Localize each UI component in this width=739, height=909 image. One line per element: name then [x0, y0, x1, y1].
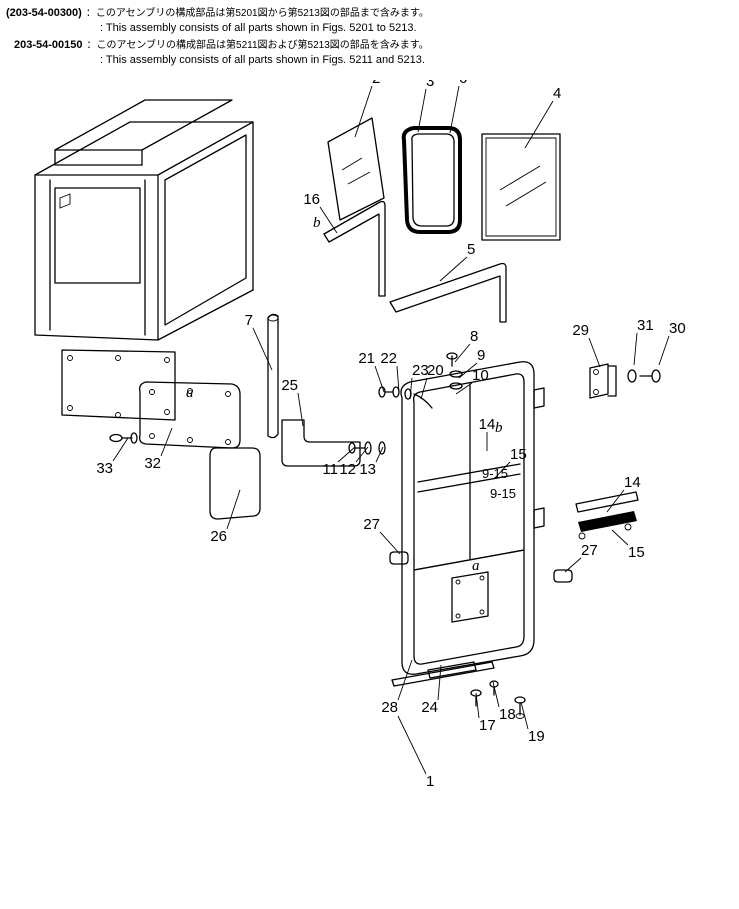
svg-text:6: 6: [459, 80, 467, 87]
header-line1-en-row: : This assembly consists of all parts sh…: [0, 21, 739, 36]
part-4-glass: [482, 134, 560, 240]
part-26-cover: [210, 448, 260, 519]
svg-text:1: 1: [426, 773, 434, 790]
svg-text:29: 29: [572, 322, 589, 339]
part-8-9-10: [447, 353, 462, 389]
svg-text:7: 7: [245, 312, 253, 329]
svg-text:b: b: [495, 420, 503, 436]
header-line2-en-row: : This assembly consists of all parts sh…: [0, 53, 739, 68]
svg-text:14: 14: [624, 474, 641, 491]
header-line1-jp-row: (203-54-00300) ：このアセンブリの構成部品は第5201図から第52…: [0, 6, 739, 21]
svg-text:11: 11: [322, 461, 338, 478]
svg-text:28: 28: [381, 699, 398, 716]
part-25-trim: [282, 420, 360, 466]
svg-text:32: 32: [144, 455, 161, 472]
svg-text:10: 10: [472, 367, 489, 384]
svg-text:20: 20: [427, 362, 444, 379]
cab-body: [35, 100, 253, 420]
page: (203-54-00300) ：このアセンブリの構成部品は第5201図から第52…: [0, 0, 739, 909]
svg-text:9-15: 9-15: [490, 486, 516, 501]
svg-text:17: 17: [479, 717, 496, 734]
header-line2-jp-row: 203-54-00150 ：このアセンブリの構成部品は第5211図および第521…: [0, 38, 739, 53]
part-1-door-frame: [401, 362, 544, 675]
svg-text:22: 22: [380, 350, 397, 367]
svg-text:15: 15: [510, 446, 527, 463]
header-en-1: : This assembly consists of all parts sh…: [100, 21, 417, 36]
svg-text:19: 19: [528, 728, 545, 745]
svg-text:18: 18: [499, 706, 516, 723]
part-7-seal: [268, 314, 278, 437]
svg-text:12: 12: [339, 461, 356, 478]
part-20-23: [379, 387, 432, 408]
part-27-bumper-right: [554, 570, 572, 582]
part-16-weatherstrip: [324, 202, 385, 297]
svg-text:a: a: [186, 385, 194, 401]
part-14-15-rail: [576, 492, 638, 539]
header-jp-2: ：このアセンブリの構成部品は第5211図および第5213図の部品を含みます。: [87, 39, 429, 53]
svg-text:4: 4: [553, 85, 561, 102]
header: (203-54-00300) ：このアセンブリの構成部品は第5201図から第52…: [0, 6, 739, 67]
svg-text:33: 33: [96, 460, 113, 477]
part-3-6-seal-frame: [404, 128, 460, 232]
header-jp-1: ：このアセンブリの構成部品は第5201図から第5213図の部品まで含みます。: [86, 7, 429, 21]
header-en-2: : This assembly consists of all parts sh…: [100, 53, 425, 68]
svg-text:30: 30: [669, 320, 686, 337]
part-5-channel: [390, 264, 506, 323]
header-code-2: 203-54-00150: [0, 38, 87, 53]
part-33-fastener: [110, 433, 137, 443]
svg-text:9: 9: [477, 347, 485, 364]
svg-text:25: 25: [281, 377, 298, 394]
exploded-diagram: 1234567891011121314141515161718192021222…: [0, 80, 739, 900]
svg-text:2: 2: [372, 80, 380, 87]
svg-text:a: a: [472, 558, 480, 574]
svg-text:9-15: 9-15: [482, 466, 508, 481]
svg-text:26: 26: [210, 528, 227, 545]
header-code-1: (203-54-00300): [6, 6, 86, 21]
part-17-18-19: [471, 681, 525, 719]
svg-text:24: 24: [421, 699, 438, 716]
part-29-31-hinge: [590, 364, 660, 398]
svg-text:27: 27: [581, 542, 598, 559]
svg-text:16: 16: [303, 191, 320, 208]
svg-text:5: 5: [467, 241, 475, 258]
svg-text:13: 13: [359, 461, 376, 478]
svg-text:b: b: [313, 215, 321, 231]
callouts: 1234567891011121314141515161718192021222…: [96, 80, 685, 790]
svg-text:27: 27: [363, 516, 380, 533]
svg-text:15: 15: [628, 544, 645, 561]
svg-text:3: 3: [426, 80, 434, 90]
svg-text:8: 8: [470, 328, 478, 345]
svg-text:21: 21: [358, 350, 375, 367]
svg-text:14: 14: [479, 416, 496, 433]
svg-text:31: 31: [637, 317, 654, 334]
svg-text:23: 23: [412, 362, 429, 379]
part-27-bumper-left: [390, 552, 408, 564]
